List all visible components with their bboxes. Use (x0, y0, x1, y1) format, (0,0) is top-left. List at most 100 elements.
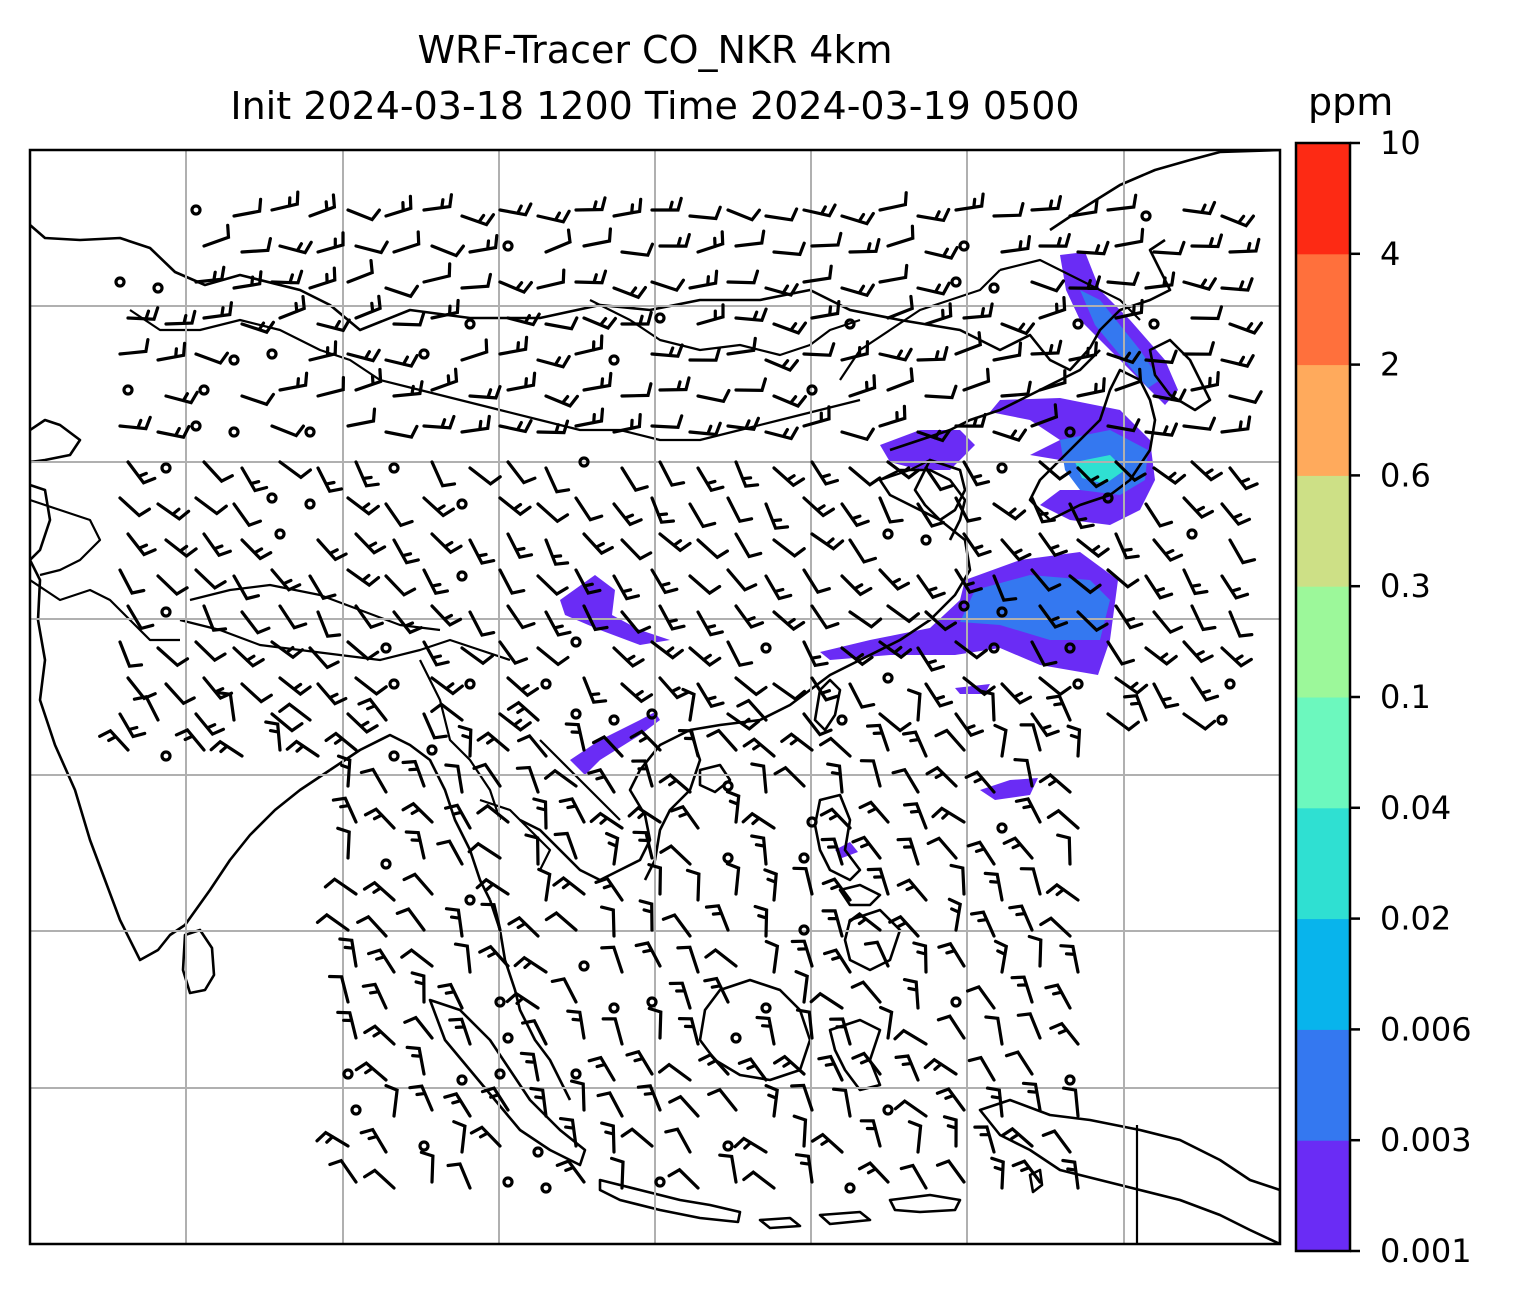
wind-barb (240, 237, 272, 254)
wind-barb (1106, 640, 1135, 666)
wind-calm-marker (464, 318, 476, 330)
wind-barb (519, 1051, 540, 1082)
wind-barb (983, 871, 1004, 902)
wind-barb (336, 754, 352, 788)
border-mongolia (589, 299, 861, 357)
wind-calm-marker (996, 462, 1008, 474)
wind-barb (194, 712, 225, 737)
wind-barb (848, 374, 877, 398)
colorbar-segment (1296, 807, 1350, 920)
wind-barb (772, 241, 806, 257)
wind-barb (772, 682, 807, 702)
wind-barb (1000, 1126, 1034, 1148)
wind-barb (734, 307, 768, 323)
wind-barb (755, 1015, 776, 1046)
wind-barb (899, 1163, 928, 1190)
wind-barb (658, 676, 690, 700)
wind-barb (1044, 983, 1072, 1010)
wind-calm-marker (988, 642, 1000, 654)
wind-barb (1068, 574, 1102, 595)
wind-barb (916, 502, 945, 528)
wind-barb (916, 646, 945, 672)
wind-barb (536, 646, 570, 667)
wind-barb (1019, 867, 1042, 896)
wind-barb (792, 866, 814, 896)
wind-calm-marker (1102, 492, 1114, 504)
wind-barb (810, 300, 841, 320)
wind-barb (536, 574, 569, 596)
wind-barb (970, 910, 996, 938)
wind-barb (240, 466, 269, 493)
wind-barb (802, 405, 831, 428)
wind-barb (924, 302, 953, 326)
wind-barb (1182, 277, 1217, 291)
wind-barb (893, 1099, 928, 1118)
wind-barb (194, 568, 227, 590)
wind-barb (840, 646, 874, 667)
wind-calm-marker (1216, 714, 1228, 726)
wind-barb (734, 604, 765, 629)
wind-barb (422, 712, 448, 740)
wind-calm-marker (1186, 528, 1198, 540)
wind-calm-marker (274, 528, 286, 540)
wind-barb (725, 790, 741, 824)
wind-barb (600, 945, 624, 974)
wind-barb (954, 496, 982, 523)
wind-barb (726, 496, 754, 524)
wind-barb (1114, 367, 1143, 392)
wind-barb (270, 190, 300, 212)
wind-barb (934, 728, 966, 752)
wind-barb (947, 897, 962, 932)
wind-calm-marker (578, 960, 590, 972)
wind-barb (232, 502, 262, 528)
wind-barb (734, 460, 760, 488)
wind-barb (848, 538, 877, 564)
wind-barb (316, 682, 348, 706)
wind-calm-marker (1140, 210, 1152, 222)
wind-barb (926, 836, 958, 860)
wind-barb (315, 1130, 350, 1148)
wind-barb (878, 712, 912, 733)
wind-barb (1066, 724, 1082, 758)
wind-barb (1002, 836, 1034, 860)
wind-barb (422, 414, 456, 430)
wind-barb (524, 833, 540, 866)
wind-barb (1182, 200, 1217, 216)
coast-sakhalin (1049, 150, 1280, 232)
wind-barb (780, 732, 814, 752)
wind-barb (1016, 1012, 1042, 1040)
wind-barb (962, 367, 991, 392)
wind-barb (698, 1052, 730, 1076)
wind-barb (422, 568, 449, 596)
wind-barb (444, 803, 472, 830)
wind-barb (764, 502, 790, 530)
wind-barb (810, 231, 843, 248)
wind-barb (857, 1161, 890, 1184)
wind-barb (430, 298, 460, 320)
wind-barb (753, 904, 769, 938)
wind-barb (498, 419, 533, 434)
wind-barb (809, 991, 844, 1010)
wind-barb (1068, 502, 1095, 530)
wind-barb (605, 831, 620, 866)
wind-barb (1144, 271, 1176, 290)
wind-barb (469, 1125, 502, 1148)
wind-barb (650, 496, 675, 524)
wind-barb (848, 466, 882, 487)
wind-calm-marker (608, 714, 620, 726)
wind-barb (936, 1014, 966, 1040)
wind-calm-marker (122, 384, 134, 396)
wind-barb (764, 207, 799, 222)
wind-calm-marker (1064, 1074, 1076, 1086)
wind-calm-marker (844, 318, 856, 330)
wind-calm-marker (1224, 678, 1236, 690)
wind-barb (513, 955, 548, 974)
wind-barb (536, 209, 571, 224)
wind-calm-marker (228, 354, 240, 366)
wind-barb (359, 1127, 388, 1154)
coast-india-west (30, 559, 186, 962)
wind-barb (392, 538, 420, 565)
wind-barb (848, 682, 876, 709)
wind-barb (668, 1094, 700, 1118)
border-central-asia (129, 309, 861, 442)
